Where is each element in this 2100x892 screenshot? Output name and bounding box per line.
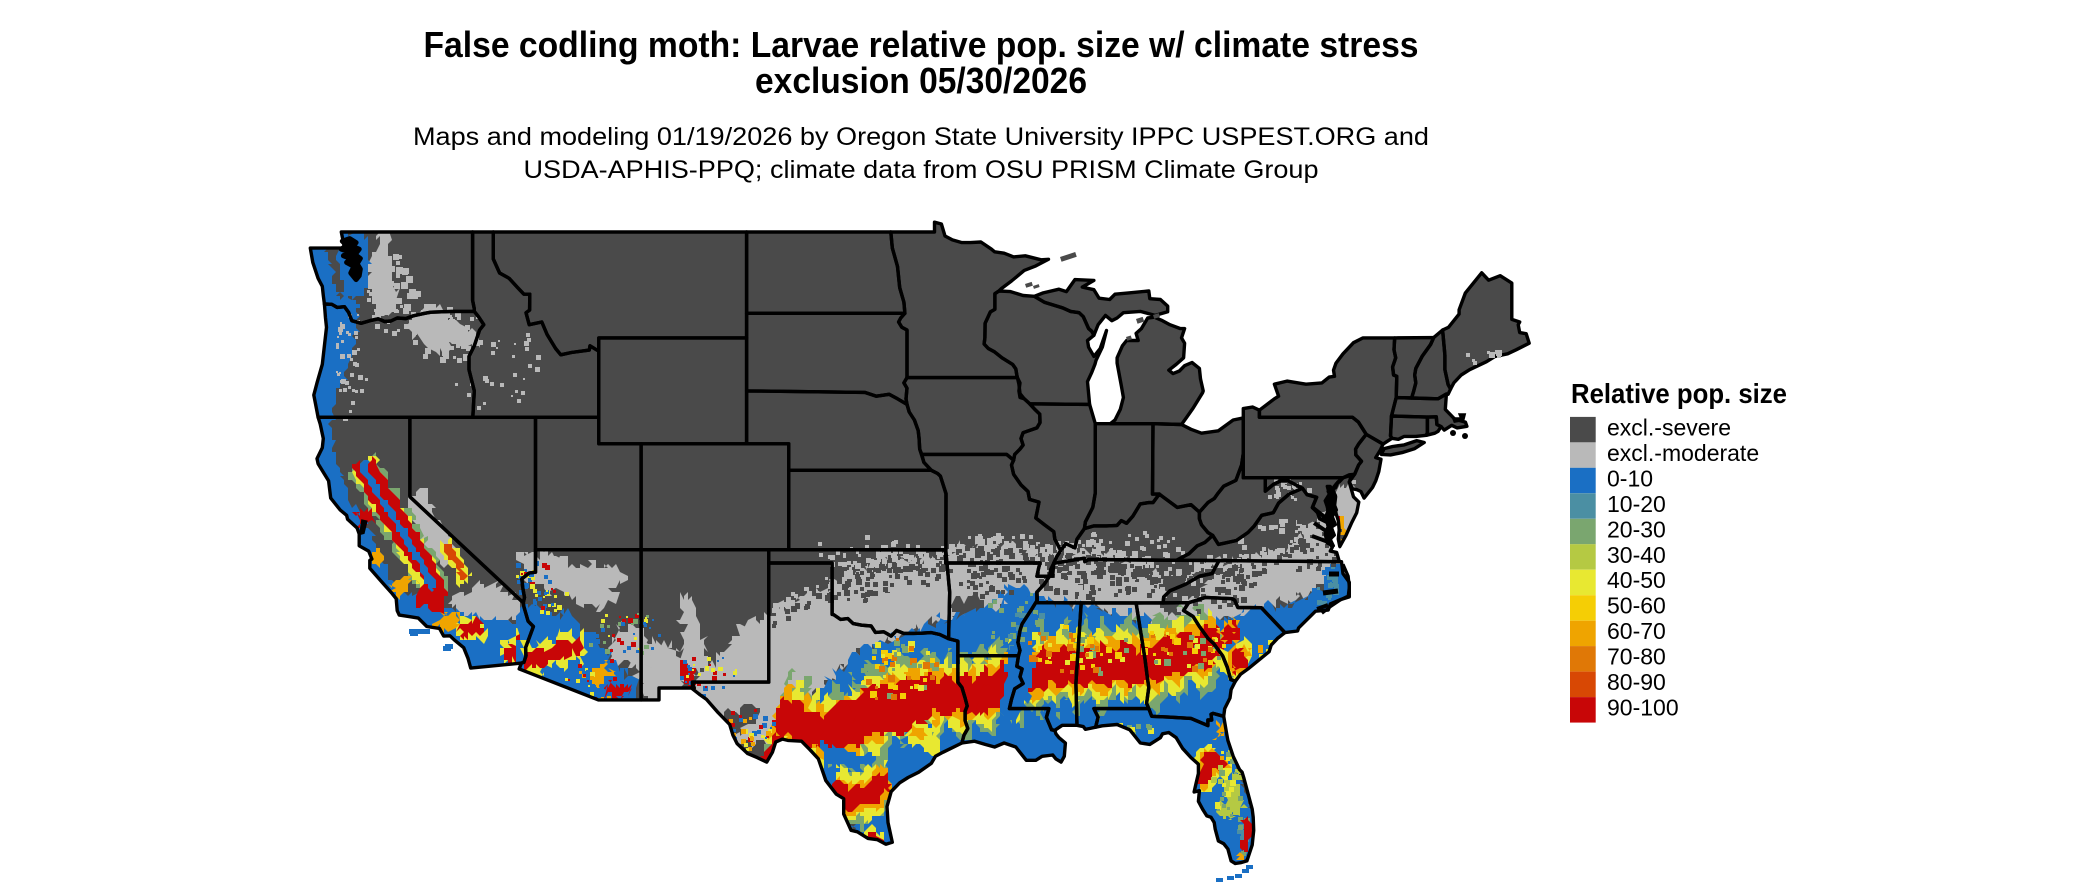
svg-text:False codling moth: Larvae rel: False codling moth: Larvae relative pop.… <box>424 24 1419 65</box>
svg-text:50-60: 50-60 <box>1607 593 1666 619</box>
svg-text:Maps and modeling 01/19/2026 b: Maps and modeling 01/19/2026 by Oregon S… <box>413 123 1429 151</box>
svg-text:80-90: 80-90 <box>1607 669 1666 695</box>
svg-text:USDA-APHIS-PPQ; climate data f: USDA-APHIS-PPQ; climate data from OSU PR… <box>524 156 1319 184</box>
svg-text:10-20: 10-20 <box>1607 491 1666 517</box>
svg-text:Relative pop. size: Relative pop. size <box>1571 378 1787 409</box>
svg-text:0-10: 0-10 <box>1607 465 1653 491</box>
svg-text:60-70: 60-70 <box>1607 618 1666 644</box>
svg-text:40-50: 40-50 <box>1607 567 1666 593</box>
svg-text:20-30: 20-30 <box>1607 516 1666 542</box>
svg-text:70-80: 70-80 <box>1607 644 1666 670</box>
svg-text:excl.-severe: excl.-severe <box>1607 414 1731 440</box>
svg-text:30-40: 30-40 <box>1607 542 1666 568</box>
svg-text:90-100: 90-100 <box>1607 695 1679 721</box>
svg-text:exclusion 05/30/2026: exclusion 05/30/2026 <box>755 60 1087 101</box>
svg-text:excl.-moderate: excl.-moderate <box>1607 440 1759 466</box>
